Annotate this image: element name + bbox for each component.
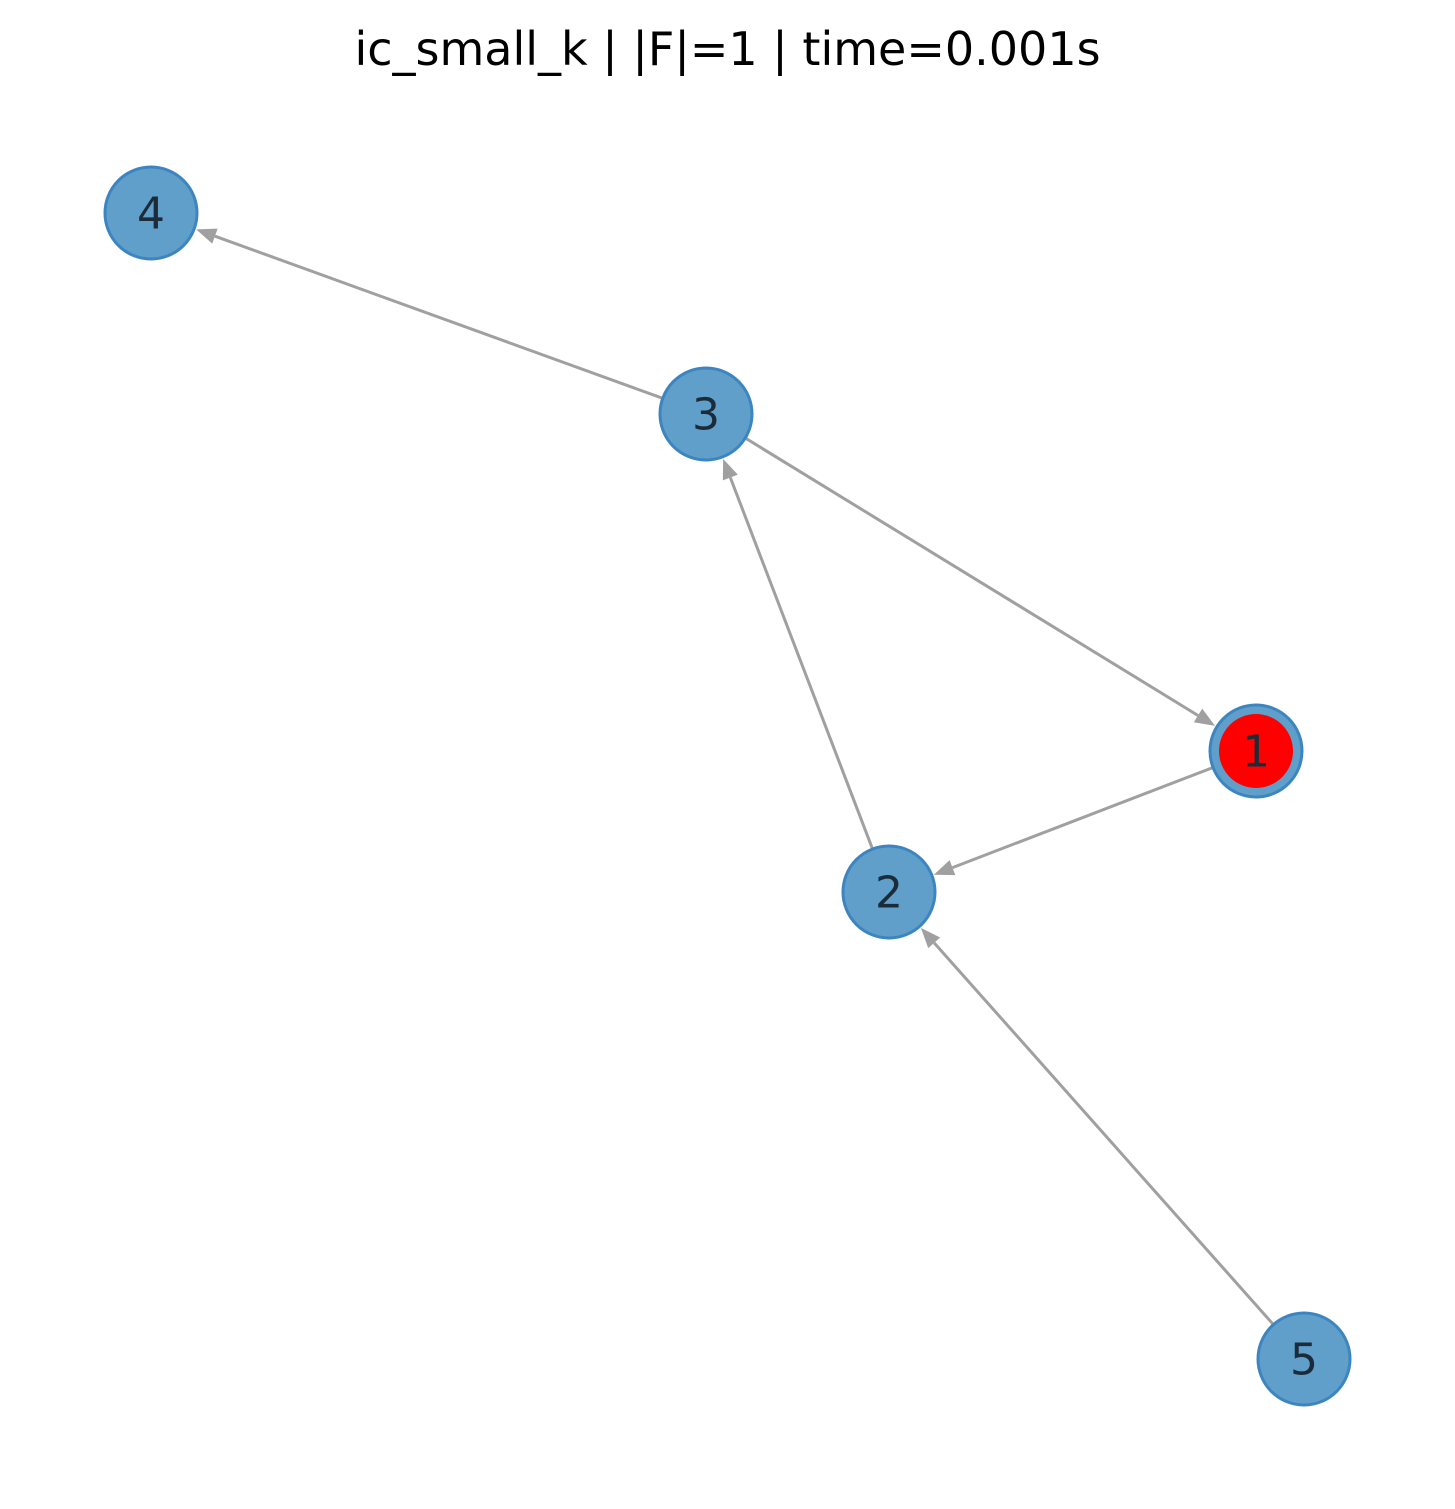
arrowhead <box>196 228 218 244</box>
node-circle <box>658 366 754 462</box>
node-label: 2 <box>875 868 903 919</box>
arrowhead <box>1193 708 1216 726</box>
node-2: 2 <box>841 844 937 940</box>
edge-line <box>214 234 664 400</box>
arrowhead <box>920 927 941 949</box>
node-3: 3 <box>658 366 754 462</box>
node-1: 1 <box>1208 703 1304 799</box>
node-circle <box>1256 1311 1352 1407</box>
edge-3-to-4 <box>196 228 664 400</box>
arrowhead <box>722 458 738 481</box>
edges-layer <box>196 228 1275 1326</box>
edge-line <box>951 766 1214 870</box>
page-title: ic_small_k | |F|=1 | time=0.001s <box>354 22 1101 76</box>
edge-1-to-2 <box>933 766 1214 876</box>
nodes-layer: 1 2 3 4 5 <box>103 165 1352 1407</box>
node-5: 5 <box>1256 1311 1352 1407</box>
edge-2-to-3 <box>722 458 874 850</box>
node-label: 4 <box>137 189 165 240</box>
arrowhead <box>933 860 956 876</box>
highlight-marker <box>1219 714 1293 788</box>
node-label: 1 <box>1242 727 1270 778</box>
node-circle <box>103 165 199 261</box>
edge-line <box>933 941 1275 1326</box>
node-label: 3 <box>692 390 720 441</box>
edge-line <box>744 436 1199 717</box>
node-label: 5 <box>1290 1335 1318 1386</box>
edge-5-to-2 <box>920 927 1275 1326</box>
node-4: 4 <box>103 165 199 261</box>
edge-3-to-1 <box>744 436 1216 726</box>
node-circle <box>841 844 937 940</box>
edge-line <box>728 476 874 850</box>
